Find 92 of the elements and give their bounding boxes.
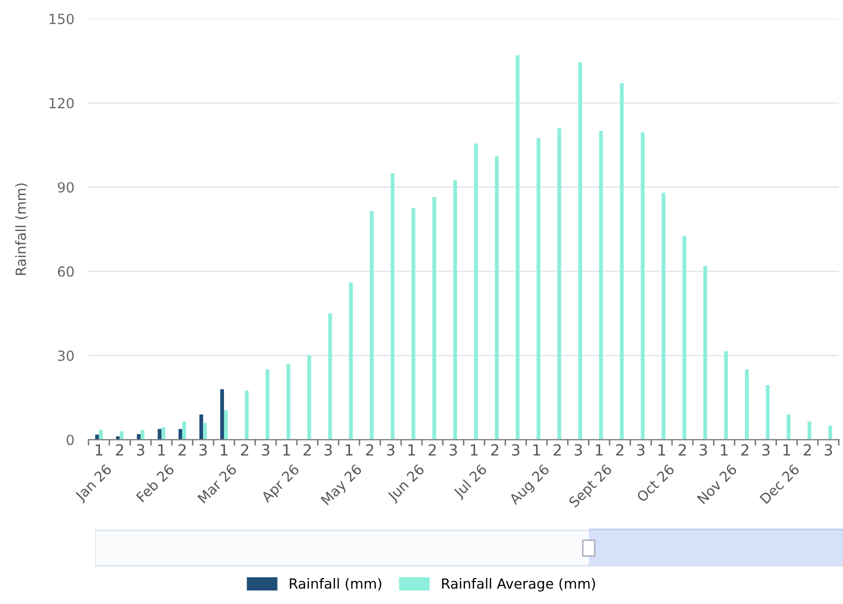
bar — [494, 156, 499, 440]
x-tick-label: 1 — [533, 444, 540, 456]
legend-label: Rainfall (mm) — [290, 578, 382, 590]
bar — [703, 266, 708, 440]
x-tick-label: 1 — [658, 444, 666, 456]
x-tick-label: 1 — [596, 444, 603, 456]
bar — [307, 356, 312, 440]
text: Jul 26 — [452, 463, 490, 500]
y-tick-label: 30 — [58, 350, 74, 361]
bar — [620, 83, 624, 440]
y-tick-label: 0 — [66, 434, 74, 446]
x-tick-label: 3 — [262, 444, 270, 456]
bar — [286, 364, 290, 440]
x-tick-label: 1 — [283, 444, 290, 456]
bar — [199, 414, 204, 440]
bar — [453, 180, 457, 440]
bar — [766, 384, 770, 440]
text: Aug 26 — [508, 464, 552, 508]
x-tick-label: 3 — [700, 444, 707, 456]
bar — [786, 414, 790, 440]
x-tick-label: 3 — [824, 444, 832, 456]
bar — [662, 192, 666, 440]
text: Feb 26 — [136, 463, 175, 503]
x-tick-label: 1 — [96, 444, 102, 456]
bar — [536, 138, 540, 440]
x-tick-label: 3 — [199, 444, 207, 456]
x-tick-label: 2 — [116, 444, 124, 456]
x-tick-label: 2 — [678, 444, 686, 456]
bar — [220, 389, 224, 440]
bar — [557, 128, 562, 440]
x-tick-label: 2 — [241, 444, 248, 456]
x-tick-label: 1 — [220, 444, 228, 456]
text: Oct 26 — [636, 464, 675, 503]
legend-label: Rainfall Average (mm) — [442, 578, 595, 592]
bar — [682, 236, 686, 440]
bar — [516, 55, 520, 440]
text: Jun 26 — [386, 464, 427, 504]
x-tick-label: 1 — [408, 444, 415, 456]
x-tick-label: 1 — [784, 444, 790, 456]
y-axis-title: Rainfall (mm) — [15, 183, 28, 275]
bar — [828, 426, 832, 440]
bar — [224, 410, 228, 440]
text: Apr 26 — [260, 464, 302, 505]
bar — [349, 282, 353, 440]
x-tick-label: 2 — [554, 444, 561, 456]
x-tick-label: 2 — [304, 444, 311, 456]
text: Mar 26 — [197, 464, 238, 504]
bar — [390, 173, 394, 440]
bar — [412, 208, 416, 440]
bar — [266, 370, 270, 440]
x-tick-label: 2 — [616, 444, 624, 456]
bar — [474, 144, 478, 440]
x-tick-label: 3 — [136, 444, 144, 456]
bar — [370, 210, 374, 440]
bar — [599, 130, 603, 440]
x-tick-label: 2 — [178, 444, 186, 456]
x-tick-label: 3 — [637, 444, 644, 456]
bar — [745, 370, 749, 440]
x-tick-label: 2 — [741, 444, 748, 456]
y-tick-label: 150 — [50, 14, 74, 24]
x-tick-label: 3 — [574, 444, 582, 456]
text: Dec 26 — [759, 464, 800, 504]
bar — [140, 430, 144, 440]
x-tick-label: 3 — [762, 444, 770, 456]
bar — [578, 62, 582, 440]
text: Nov 26 — [696, 464, 738, 504]
x-tick-label: 3 — [387, 444, 394, 456]
x-tick-label: 3 — [324, 444, 332, 456]
x-tick-label: 1 — [720, 444, 728, 456]
bar — [158, 429, 162, 440]
x-tick-label: 1 — [346, 444, 352, 456]
x-tick-label: 2 — [804, 444, 811, 456]
x-tick-label: 3 — [512, 444, 520, 456]
x-tick-label: 2 — [366, 444, 374, 456]
x-tick-label: 1 — [470, 444, 478, 456]
x-tick-label: 1 — [158, 444, 165, 456]
y-tick-label: 120 — [50, 98, 74, 108]
bar — [640, 132, 645, 440]
bar — [178, 429, 182, 440]
x-tick-label: 3 — [450, 444, 457, 456]
text: Jan 26 — [74, 464, 114, 504]
bar — [203, 422, 207, 440]
bar — [432, 196, 436, 440]
x-tick-label: 2 — [428, 444, 436, 456]
bar — [95, 434, 99, 440]
y-tick-label: 60 — [58, 266, 74, 277]
x-tick-label: 2 — [491, 444, 498, 456]
bar — [808, 421, 812, 440]
bar — [724, 351, 728, 440]
bar — [244, 390, 249, 440]
y-tick-label: 90 — [58, 182, 74, 193]
bar — [328, 313, 332, 440]
